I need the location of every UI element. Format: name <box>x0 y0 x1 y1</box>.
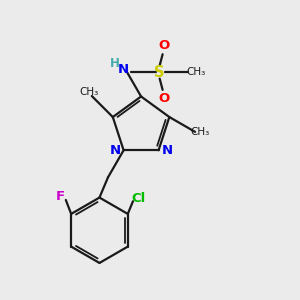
Text: S: S <box>154 64 165 80</box>
Text: H: H <box>110 57 119 70</box>
Text: N: N <box>110 144 121 157</box>
Text: CH₃: CH₃ <box>186 67 206 77</box>
Text: N: N <box>118 63 129 76</box>
Text: N: N <box>161 144 172 157</box>
Text: O: O <box>158 39 170 52</box>
Text: O: O <box>158 92 170 105</box>
Text: F: F <box>55 190 64 203</box>
Text: Cl: Cl <box>132 192 146 205</box>
Text: CH₃: CH₃ <box>80 87 99 97</box>
Text: CH₃: CH₃ <box>191 128 210 137</box>
